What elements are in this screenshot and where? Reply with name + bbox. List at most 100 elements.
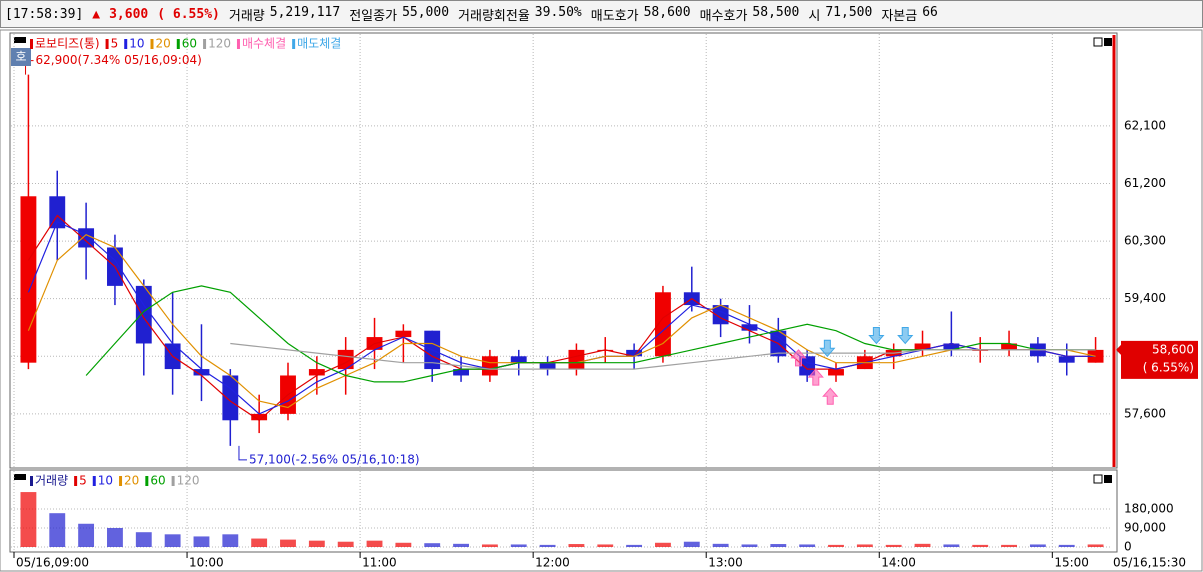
fill-arrow — [807, 368, 824, 386]
change: 3,600 — [109, 6, 149, 22]
volume-bar — [49, 513, 66, 547]
candle-body — [481, 356, 498, 376]
candle-body — [828, 369, 844, 376]
candle-body — [914, 343, 931, 350]
field-label: 거래량 — [228, 8, 265, 24]
badge-box — [11, 48, 31, 66]
legend-swatch — [30, 39, 33, 49]
legend-label: 매도체결 — [297, 37, 341, 51]
candle-body — [539, 362, 556, 370]
legend-label: 20 — [124, 474, 139, 488]
volume-bar — [972, 544, 989, 547]
legend-label: 20 — [156, 37, 171, 51]
current-price-label: 58,600 — [1152, 342, 1194, 356]
x-tick-label: 05/16,09:00 — [16, 556, 89, 570]
field: 매수호가 58,500 — [700, 5, 800, 24]
y-tick-label: 90,000 — [1124, 520, 1166, 534]
legend-swatch — [292, 39, 296, 49]
fill-arrow — [819, 339, 836, 358]
candle-body — [78, 228, 95, 248]
legend-label: 매수체결 — [242, 37, 286, 51]
legend-swatch — [171, 476, 175, 486]
candle-body — [626, 349, 643, 357]
y-tick-label: 61,200 — [1124, 176, 1166, 190]
legend-swatch — [92, 476, 96, 486]
x-tick-label: 15:00 — [1054, 556, 1089, 570]
volume-bar — [1087, 544, 1104, 547]
volume-bar — [337, 541, 354, 547]
legend-swatch — [145, 476, 149, 486]
change-arrow: ▲ — [92, 6, 101, 22]
legend-swatch — [30, 476, 33, 486]
legend-swatch — [150, 39, 154, 49]
y-tick-label: 57,600 — [1124, 406, 1166, 420]
field-value: 55,000 — [402, 4, 450, 20]
field: 시 71,500 — [808, 5, 872, 24]
x-tick-label: 10:00 — [189, 556, 224, 570]
candle-body — [135, 285, 152, 344]
fill-arrow — [790, 349, 807, 367]
field-label: 매도호가 — [590, 8, 639, 24]
current-price-box — [1121, 340, 1198, 379]
field-label: 시 — [808, 8, 821, 24]
field: 거래량회전율 39.50% — [458, 5, 582, 24]
x-tick-label: 14:00 — [881, 556, 916, 570]
legend-label: 5 — [79, 474, 87, 488]
legend-swatch — [105, 39, 109, 49]
volume-bar — [741, 544, 758, 547]
field: 거래량 5,219,117 — [229, 5, 340, 24]
candle-body — [1058, 356, 1075, 363]
volume-bar — [655, 542, 671, 547]
field-label: 매수호가 — [699, 8, 748, 24]
x-end-label: 05/16,15:30 — [1113, 556, 1186, 570]
window-button[interactable] — [1093, 474, 1103, 484]
y-tick-label: 0 — [1124, 540, 1132, 554]
legend-swatch — [236, 39, 240, 49]
field: 매도호가 58,600 — [591, 5, 691, 24]
candle-body — [1001, 343, 1017, 350]
y-tick-label: 180,000 — [1124, 501, 1174, 515]
x-tick-label: 13:00 — [708, 556, 743, 570]
volume-bar — [395, 542, 412, 547]
ma-line — [230, 342, 1096, 370]
legend-label: 10 — [98, 474, 113, 488]
legend-label: 60 — [150, 474, 165, 488]
badge: 호 — [15, 50, 26, 64]
volume-bar — [135, 532, 152, 547]
legend-swatch — [124, 39, 128, 49]
y-tick-label: 60,300 — [1124, 234, 1166, 248]
info-bar: [17:58:39] ▲ 3,600 ( 6.55%) 거래량 5,219,117… — [0, 0, 1203, 28]
volume-bar — [1029, 544, 1046, 547]
x-tick-label: 11:00 — [362, 556, 397, 570]
field-label: 전일종가 — [349, 8, 398, 24]
fill-arrow — [868, 326, 885, 345]
candle-body — [568, 349, 585, 370]
field-label: 거래량회전율 — [458, 8, 530, 24]
legend-swatch — [203, 39, 207, 49]
volume-bar — [770, 544, 787, 547]
volume-bar — [828, 544, 844, 547]
change-pct: ( 6.55%) — [157, 6, 220, 22]
price-panel — [9, 32, 1118, 469]
volume-bar — [856, 544, 873, 547]
field-value: 58,600 — [643, 4, 691, 20]
volume-bar — [107, 527, 123, 547]
candle-body — [222, 375, 239, 421]
candle-body — [49, 196, 66, 229]
window-button[interactable] — [1104, 475, 1112, 483]
window-button[interactable] — [1093, 37, 1103, 47]
candle-body — [510, 356, 527, 363]
field-value: 71,500 — [825, 4, 873, 20]
volume-panel — [9, 469, 1118, 553]
annotation-leader — [238, 445, 247, 461]
candle-body — [799, 356, 816, 376]
volume-bar — [222, 534, 239, 547]
legend-swatch — [176, 39, 180, 49]
volume-bar — [481, 544, 498, 547]
legend-name: 로보티즈(통) — [35, 37, 100, 51]
volume-bar — [1001, 544, 1017, 547]
volume-bar — [280, 539, 296, 547]
field: 전일종가 55,000 — [349, 5, 449, 24]
window-button[interactable] — [1104, 38, 1112, 46]
